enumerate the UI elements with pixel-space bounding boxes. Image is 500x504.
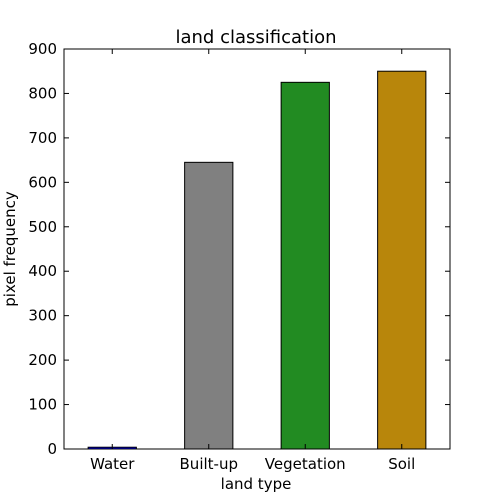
bars-layer [87, 70, 427, 450]
x-axis-label: land type [221, 475, 292, 493]
plot-frame [63, 48, 451, 450]
y-tick-label: 100 [28, 396, 57, 414]
y-axis-label: pixel frequency [1, 191, 19, 307]
x-tick-label: Vegetation [265, 455, 346, 473]
y-tick-label: 200 [28, 351, 57, 369]
y-tick-label: 0 [47, 440, 57, 458]
x-tick-label: Water [90, 455, 135, 473]
y-tick-label: 600 [28, 173, 57, 191]
ticks-layer: Water Built-up Vegetation Soil 0 100 200 300 400… [28, 40, 450, 473]
y-tick-label: 700 [28, 129, 57, 147]
y-tick-label: 300 [28, 307, 57, 325]
x-tick-label: Built-up [180, 455, 238, 473]
y-tick-label: 900 [28, 40, 57, 58]
y-tick-label: 400 [28, 262, 57, 280]
x-tick-label: Soil [388, 455, 415, 473]
y-tick-label: 800 [28, 84, 57, 102]
bar-vegetation [280, 81, 330, 450]
bar-soil [377, 70, 427, 450]
bar-built-up [184, 161, 234, 450]
chart-title: land classification [175, 27, 336, 48]
y-tick-label: 500 [28, 218, 57, 236]
